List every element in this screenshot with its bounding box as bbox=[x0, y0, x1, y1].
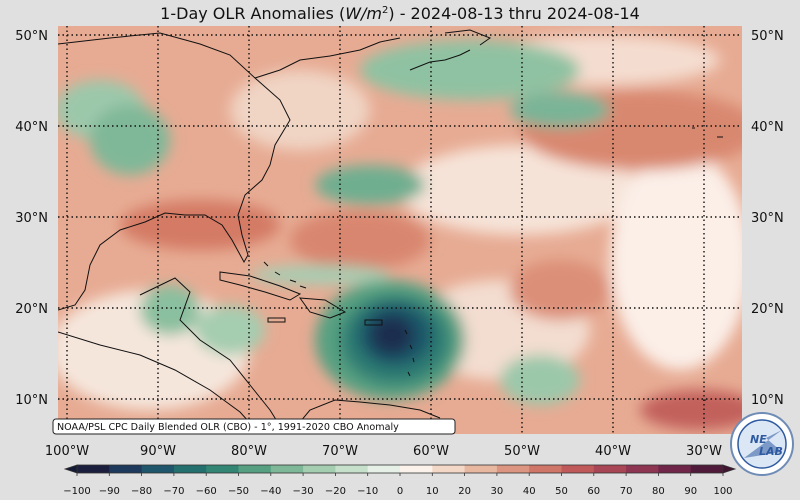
colorbar-cell bbox=[593, 465, 627, 473]
colorbar-cell bbox=[658, 465, 692, 473]
lon-label-100w: 100°W bbox=[45, 444, 89, 459]
colorbar-tick-label: −10 bbox=[357, 486, 378, 497]
colorbar-cell bbox=[690, 465, 724, 473]
lat-label-10n-right: 10°N bbox=[751, 393, 784, 408]
colorbar-tick-label: 90 bbox=[684, 486, 697, 497]
colorbar-cell bbox=[529, 465, 562, 473]
lon-label-30w: 30°W bbox=[686, 444, 722, 459]
colorbar-tick-label: −20 bbox=[325, 486, 346, 497]
coastlines bbox=[58, 29, 723, 434]
anomaly-field bbox=[58, 26, 742, 434]
colorbar-cell bbox=[141, 465, 175, 473]
colorbar-cell bbox=[561, 465, 595, 473]
logo-text-top: NE bbox=[750, 433, 767, 446]
colorbar-cell bbox=[464, 465, 498, 473]
lon-label-50w: 50°W bbox=[504, 444, 540, 459]
colorbar-tick-label: −90 bbox=[99, 486, 120, 497]
lat-label-20n-right: 20°N bbox=[751, 302, 784, 317]
colorbar-low-arrow bbox=[63, 464, 78, 474]
colorbar-tick-label: 50 bbox=[555, 486, 568, 497]
colorbar-cell bbox=[206, 465, 239, 473]
lat-label-50n-right: 50°N bbox=[751, 29, 784, 44]
noaa-psl-logo: NE LAB bbox=[730, 412, 794, 476]
colorbar-cell bbox=[335, 465, 369, 473]
colorbar-cell bbox=[432, 465, 465, 473]
lat-label-40n-left: 40°N bbox=[15, 120, 48, 135]
colorbar-cell bbox=[109, 465, 142, 473]
colorbar-tick-label: −50 bbox=[228, 486, 249, 497]
lat-label-30n-left: 30°N bbox=[15, 211, 48, 226]
colorbar-tick-label: 10 bbox=[426, 486, 439, 497]
colorbar-cell bbox=[270, 465, 304, 473]
logo-text-bottom: LAB bbox=[759, 445, 783, 458]
lat-label-50n-left: 50°N bbox=[15, 29, 48, 44]
lat-label-30n-right: 30°N bbox=[751, 211, 784, 226]
colorbar-tick-label: −80 bbox=[131, 486, 152, 497]
colorbar-tick-label: −40 bbox=[260, 486, 281, 497]
colorbar-tick-label: 80 bbox=[652, 486, 665, 497]
colorbar-cell bbox=[367, 465, 401, 473]
lon-label-60w: 60°W bbox=[413, 444, 449, 459]
lon-label-90w: 90°W bbox=[140, 444, 176, 459]
graticule bbox=[58, 26, 742, 434]
source-label: NOAA/PSL CPC Daily Blended OLR (CBO) - 1… bbox=[52, 418, 456, 435]
lat-label-40n-right: 40°N bbox=[751, 120, 784, 135]
colorbar-cell bbox=[238, 465, 272, 473]
colorbar-tick-label: 100 bbox=[713, 486, 732, 497]
colorbar-cell bbox=[496, 465, 530, 473]
colorbar-cell bbox=[303, 465, 336, 473]
colorbar-tick-label: −60 bbox=[196, 486, 217, 497]
colorbar-high-arrow bbox=[722, 464, 737, 474]
colorbar-tick-label: 20 bbox=[458, 486, 471, 497]
colorbar-tick-label: 70 bbox=[620, 486, 633, 497]
colorbar-cell bbox=[626, 465, 659, 473]
lon-label-70w: 70°W bbox=[322, 444, 358, 459]
lon-label-80w: 80°W bbox=[231, 444, 267, 459]
colorbar-cell bbox=[400, 465, 433, 473]
colorbar-tick-label: −70 bbox=[163, 486, 184, 497]
colorbar: −100 −90 −80 −70 −60 −50 −40 −30 −20 −10 0 10 20 30 40… bbox=[63, 464, 737, 497]
lat-label-20n-left: 20°N bbox=[15, 302, 48, 317]
source-label-text: NOAA/PSL CPC Daily Blended OLR (CBO) - 1… bbox=[57, 422, 399, 433]
colorbar-cell bbox=[173, 465, 207, 473]
colorbar-tick-label: 60 bbox=[587, 486, 600, 497]
map-title: 1-Day OLR Anomalies (W/m2) - 2024-08-13 … bbox=[160, 4, 640, 23]
lat-label-10n-left: 10°N bbox=[15, 393, 48, 408]
colorbar-tick-label: 30 bbox=[491, 486, 504, 497]
lon-label-40w: 40°W bbox=[595, 444, 631, 459]
colorbar-tick-label: 40 bbox=[523, 486, 536, 497]
colorbar-tick-label: −30 bbox=[293, 486, 314, 497]
colorbar-tick-label: 0 bbox=[397, 486, 403, 497]
colorbar-cell bbox=[77, 465, 110, 473]
colorbar-tick-label: −100 bbox=[63, 486, 90, 497]
